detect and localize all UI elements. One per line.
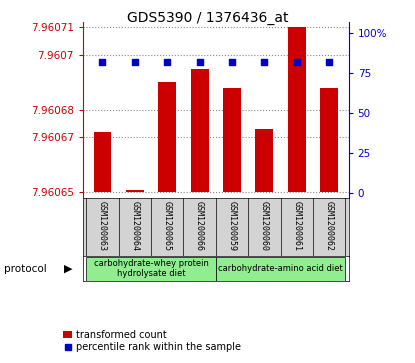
- Bar: [288, 27, 306, 192]
- Bar: [158, 82, 176, 192]
- Text: GSM1200065: GSM1200065: [163, 201, 172, 251]
- Legend: transformed count, percentile rank within the sample: transformed count, percentile rank withi…: [59, 326, 245, 356]
- Point: [196, 59, 203, 65]
- Text: GSM1200059: GSM1200059: [227, 201, 237, 251]
- Point: [293, 59, 300, 65]
- Text: protocol: protocol: [4, 264, 47, 274]
- Bar: [126, 189, 144, 192]
- Point: [132, 59, 138, 65]
- Point: [229, 59, 235, 65]
- Point: [326, 59, 332, 65]
- Point: [99, 59, 106, 65]
- Point: [261, 59, 268, 65]
- Text: GSM1200063: GSM1200063: [98, 201, 107, 251]
- Text: GSM1200064: GSM1200064: [130, 201, 139, 251]
- Bar: [256, 129, 273, 192]
- Bar: [216, 257, 345, 281]
- Bar: [191, 69, 208, 192]
- Text: carbohydrate-amino acid diet: carbohydrate-amino acid diet: [218, 264, 343, 273]
- Text: ▶: ▶: [64, 264, 73, 274]
- Bar: [86, 257, 216, 281]
- Bar: [223, 88, 241, 192]
- Text: GSM1200062: GSM1200062: [325, 201, 334, 251]
- Text: GDS5390 / 1376436_at: GDS5390 / 1376436_at: [127, 11, 288, 25]
- Bar: [320, 88, 338, 192]
- Bar: [93, 132, 111, 192]
- Text: carbohydrate-whey protein
hydrolysate diet: carbohydrate-whey protein hydrolysate di…: [93, 259, 208, 278]
- Text: GSM1200061: GSM1200061: [292, 201, 301, 251]
- Point: [164, 59, 171, 65]
- Text: GSM1200066: GSM1200066: [195, 201, 204, 251]
- Text: GSM1200060: GSM1200060: [260, 201, 269, 251]
